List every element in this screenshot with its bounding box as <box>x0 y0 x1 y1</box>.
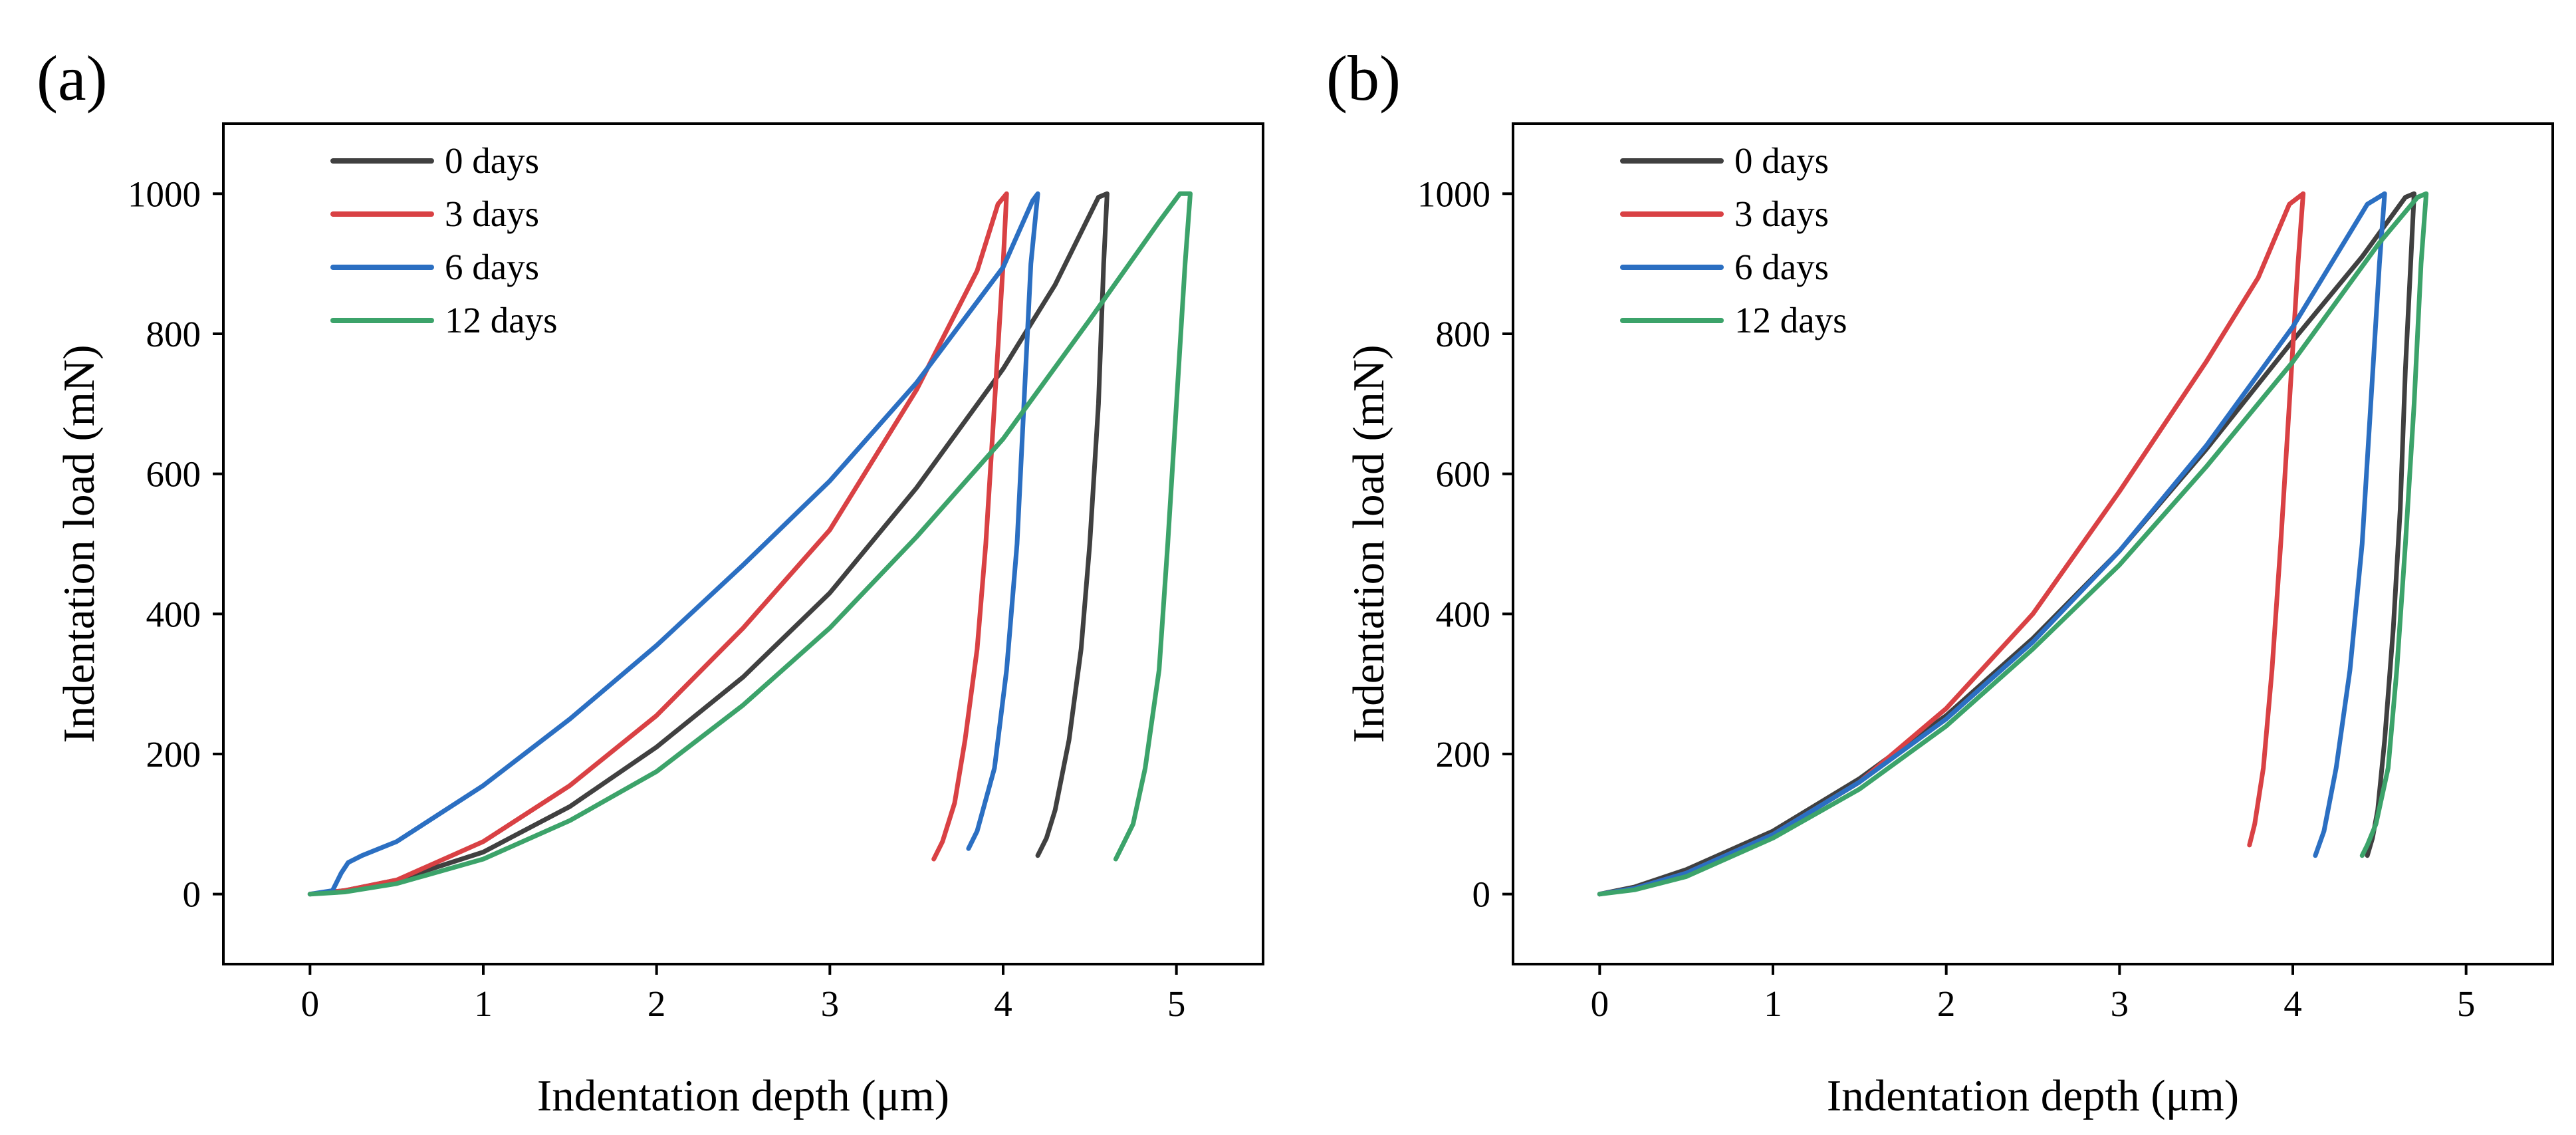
y-tick-label: 400 <box>146 594 201 634</box>
x-tick-label: 1 <box>474 983 493 1024</box>
x-tick-label: 3 <box>821 983 840 1024</box>
panel-label: (b) <box>1326 43 1401 114</box>
legend-label: 6 days <box>1734 247 1829 287</box>
y-tick-label: 1000 <box>128 174 201 214</box>
x-tick-label: 1 <box>1764 983 1782 1024</box>
x-tick-label: 5 <box>2457 983 2476 1024</box>
y-axis-title: Indentation load (mN) <box>55 344 104 743</box>
x-tick-label: 0 <box>1591 983 1609 1024</box>
plot-frame <box>1512 122 2554 965</box>
x-tick-label: 2 <box>647 983 666 1024</box>
series-line-3-days <box>307 191 1009 897</box>
panel-label: (a) <box>37 43 108 114</box>
y-tick-label: 600 <box>146 454 201 495</box>
legend-label: 3 days <box>445 193 539 234</box>
y-tick-label: 800 <box>1436 314 1491 354</box>
y-tick-label: 200 <box>1436 734 1491 775</box>
series-line-0-days <box>1597 191 2416 897</box>
x-tick-label: 4 <box>2283 983 2302 1024</box>
series-line-12-days <box>307 191 1193 897</box>
series-line-0-days <box>307 191 1110 897</box>
plot-frame <box>222 122 1264 965</box>
x-tick-label: 4 <box>994 983 1012 1024</box>
legend-label: 3 days <box>1734 193 1829 234</box>
legend-label: 12 days <box>1734 300 1847 340</box>
legend-label: 0 days <box>445 140 539 181</box>
series-line-12-days <box>1597 191 2429 897</box>
y-tick-label: 0 <box>1472 874 1491 915</box>
y-tick-label: 0 <box>183 874 201 915</box>
x-axis-title: Indentation depth (μm) <box>537 1071 949 1120</box>
legend-label: 0 days <box>1734 140 1829 181</box>
y-tick-label: 1000 <box>1417 174 1490 214</box>
series-line-6-days <box>1597 191 2387 897</box>
y-tick-label: 600 <box>1436 454 1491 495</box>
legend-label: 12 days <box>445 300 558 340</box>
series-line-3-days <box>1597 191 2306 897</box>
x-tick-label: 3 <box>2111 983 2129 1024</box>
x-tick-label: 2 <box>1937 983 1956 1024</box>
x-tick-label: 5 <box>1167 983 1186 1024</box>
y-tick-label: 400 <box>1436 594 1491 634</box>
y-tick-label: 800 <box>146 314 201 354</box>
series-line-6-days <box>307 191 1040 897</box>
x-tick-label: 0 <box>301 983 320 1024</box>
y-axis-title: Indentation load (mN) <box>1344 344 1393 743</box>
y-tick-label: 200 <box>146 734 201 775</box>
x-axis-title: Indentation depth (μm) <box>1827 1071 2239 1120</box>
legend-label: 6 days <box>445 247 539 287</box>
